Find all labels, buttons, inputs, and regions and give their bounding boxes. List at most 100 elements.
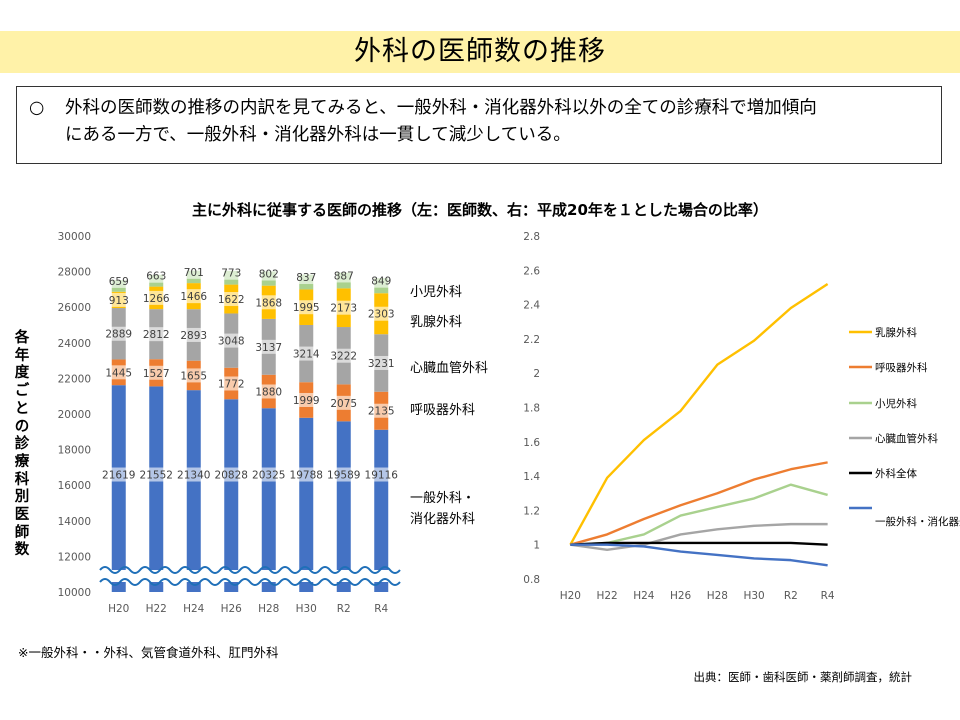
y-tick-label: 28000 [58, 267, 91, 279]
series-line [569, 283, 829, 546]
data-label-bg [326, 467, 361, 482]
axis-break-band [100, 570, 400, 582]
data-label: 3048 [218, 336, 245, 348]
data-label-bg [329, 348, 358, 363]
series-line [570, 483, 828, 546]
summary-bullet: ○ [29, 98, 45, 118]
y-tick-label: 1.4 [523, 471, 540, 483]
legend-label: 心臓血管外科 [875, 432, 938, 445]
data-label-bg [107, 292, 130, 307]
legend-label: 乳腺外科 [875, 326, 917, 339]
legend-label: 小児外科 [875, 397, 917, 410]
y-tick-label: 14000 [58, 516, 91, 528]
x-tick-label: H28 [707, 590, 728, 602]
data-label: 1445 [105, 367, 132, 379]
x-tick-label: H28 [258, 603, 279, 615]
legend-label: 一般外科・消化器外科 [875, 515, 960, 528]
data-label-bg [289, 467, 324, 482]
data-label-bg [142, 365, 171, 380]
data-label-bg [220, 265, 243, 280]
y-axis-label: 各年度ごとの診療科別医師数 [14, 330, 30, 559]
legend-label: 心臓血管外科 [410, 361, 488, 376]
legend-label: 小児外科 [410, 285, 462, 300]
data-label: 2303 [368, 309, 395, 321]
title-bar: 外科の医師数の推移 [0, 31, 960, 73]
y-tick-label: 20000 [58, 409, 91, 421]
data-label-bg [254, 295, 283, 310]
data-label: 1466 [180, 291, 207, 303]
y-tick-label: 10000 [58, 587, 91, 599]
bar-segment [186, 390, 201, 592]
data-label: 21340 [177, 470, 210, 482]
y-tick-label: 26000 [58, 302, 91, 314]
x-tick-label: R2 [784, 590, 798, 602]
data-label-bg [292, 300, 321, 315]
bar-segment [261, 408, 276, 592]
footnote: ※一般外科・・外科、気管食道外科、肛門外科 [18, 645, 279, 660]
data-label: 2893 [180, 330, 207, 342]
y-tick-label: 1.6 [523, 437, 540, 449]
data-label: 21619 [102, 470, 135, 482]
data-label: 2812 [143, 329, 170, 341]
data-label: 3137 [255, 342, 282, 354]
data-label-bg [179, 289, 208, 304]
data-label: 1655 [180, 370, 207, 382]
x-tick-label: R4 [374, 603, 388, 615]
bar-segment [149, 386, 164, 592]
y-tick-label: 22000 [58, 373, 91, 385]
x-tick-label: R2 [337, 603, 351, 615]
summary-line-2: にある一方で、一般外科・消化器外科は一貫して減少している。 [65, 125, 571, 145]
data-label: 1622 [218, 294, 245, 306]
data-label: 773 [221, 268, 241, 280]
data-label-bg [292, 346, 321, 361]
axis-break [99, 566, 401, 586]
axis-break-wave [99, 578, 401, 586]
data-label-bg [251, 467, 286, 482]
data-label: 2135 [368, 406, 395, 418]
data-label-bg [364, 467, 399, 482]
data-label: 1527 [143, 368, 170, 380]
data-label: 2075 [330, 398, 357, 410]
x-tick-label: H22 [596, 590, 617, 602]
data-label: 802 [259, 269, 279, 281]
data-label-bg [367, 403, 396, 418]
series-line [570, 522, 828, 552]
data-label-bg [179, 368, 208, 383]
data-label: 2889 [105, 329, 132, 341]
bar-segment [111, 385, 126, 592]
y-tick-label: 2.4 [523, 300, 540, 312]
y-tick-label: 16000 [58, 480, 91, 492]
series-line [570, 461, 828, 546]
data-label: 21552 [140, 470, 173, 482]
data-label: 1868 [255, 297, 282, 309]
data-label-bg [332, 268, 355, 283]
y-tick-label: 24000 [58, 338, 91, 350]
y-tick-label: 30000 [58, 231, 91, 243]
data-label-bg [367, 355, 396, 370]
data-label-bg [254, 384, 283, 399]
data-label: 887 [334, 270, 354, 282]
source-note: 出典：医師・歯科医師・薬剤師調査，統計 [693, 670, 913, 684]
page-title: 外科の医師数の推移 [354, 36, 606, 67]
data-label-bg [139, 467, 174, 482]
data-label: 1772 [218, 378, 245, 390]
legend-label: 乳腺外科 [410, 315, 462, 330]
data-label: 3231 [368, 358, 395, 370]
data-label: 1266 [143, 293, 170, 305]
data-label-bg [367, 306, 396, 321]
y-tick-label: 1 [533, 540, 540, 552]
data-label-bg [329, 395, 358, 410]
data-label-bg [176, 467, 211, 482]
x-tick-label: H22 [146, 603, 167, 615]
data-label: 20325 [252, 470, 285, 482]
data-label: 1999 [293, 395, 320, 407]
y-tick-label: 12000 [58, 551, 91, 563]
data-label-bg [104, 326, 133, 341]
data-label-bg [101, 467, 136, 482]
x-tick-label: H30 [743, 590, 764, 602]
data-label: 1995 [293, 302, 320, 314]
data-label: 913 [109, 295, 129, 307]
x-tick-label: H20 [108, 603, 129, 615]
data-label-bg [329, 300, 358, 315]
